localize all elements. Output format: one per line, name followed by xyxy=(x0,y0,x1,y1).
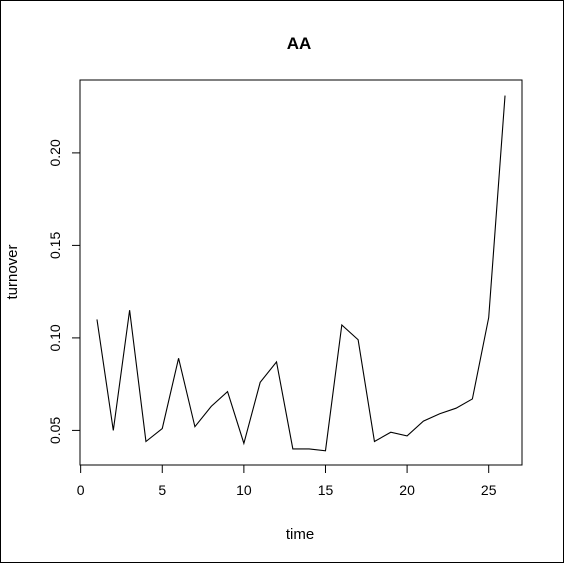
series-line xyxy=(96,95,506,452)
x-tick-label: 25 xyxy=(481,482,497,498)
x-tick-label: 15 xyxy=(318,482,334,498)
x-tick-label: 0 xyxy=(77,482,85,498)
x-tick-label: 10 xyxy=(236,482,252,498)
plot-area-border xyxy=(79,79,523,466)
y-tick-label: 0.20 xyxy=(47,139,63,166)
y-tick-label: 0.15 xyxy=(47,232,63,259)
chart-title: AA xyxy=(287,34,312,53)
x-tick-label: 20 xyxy=(399,482,415,498)
x-tick-label: 5 xyxy=(158,482,166,498)
y-tick-label: 0.10 xyxy=(47,324,63,351)
y-tick-label: 0.05 xyxy=(47,417,63,444)
y-axis: 0.05 0.10 0.15 0.20 xyxy=(47,139,81,444)
y-axis-label: turnover xyxy=(4,244,21,299)
series-layer xyxy=(96,95,506,452)
x-axis-label: time xyxy=(286,526,314,543)
x-axis: 0 5 10 15 20 25 xyxy=(77,464,497,498)
